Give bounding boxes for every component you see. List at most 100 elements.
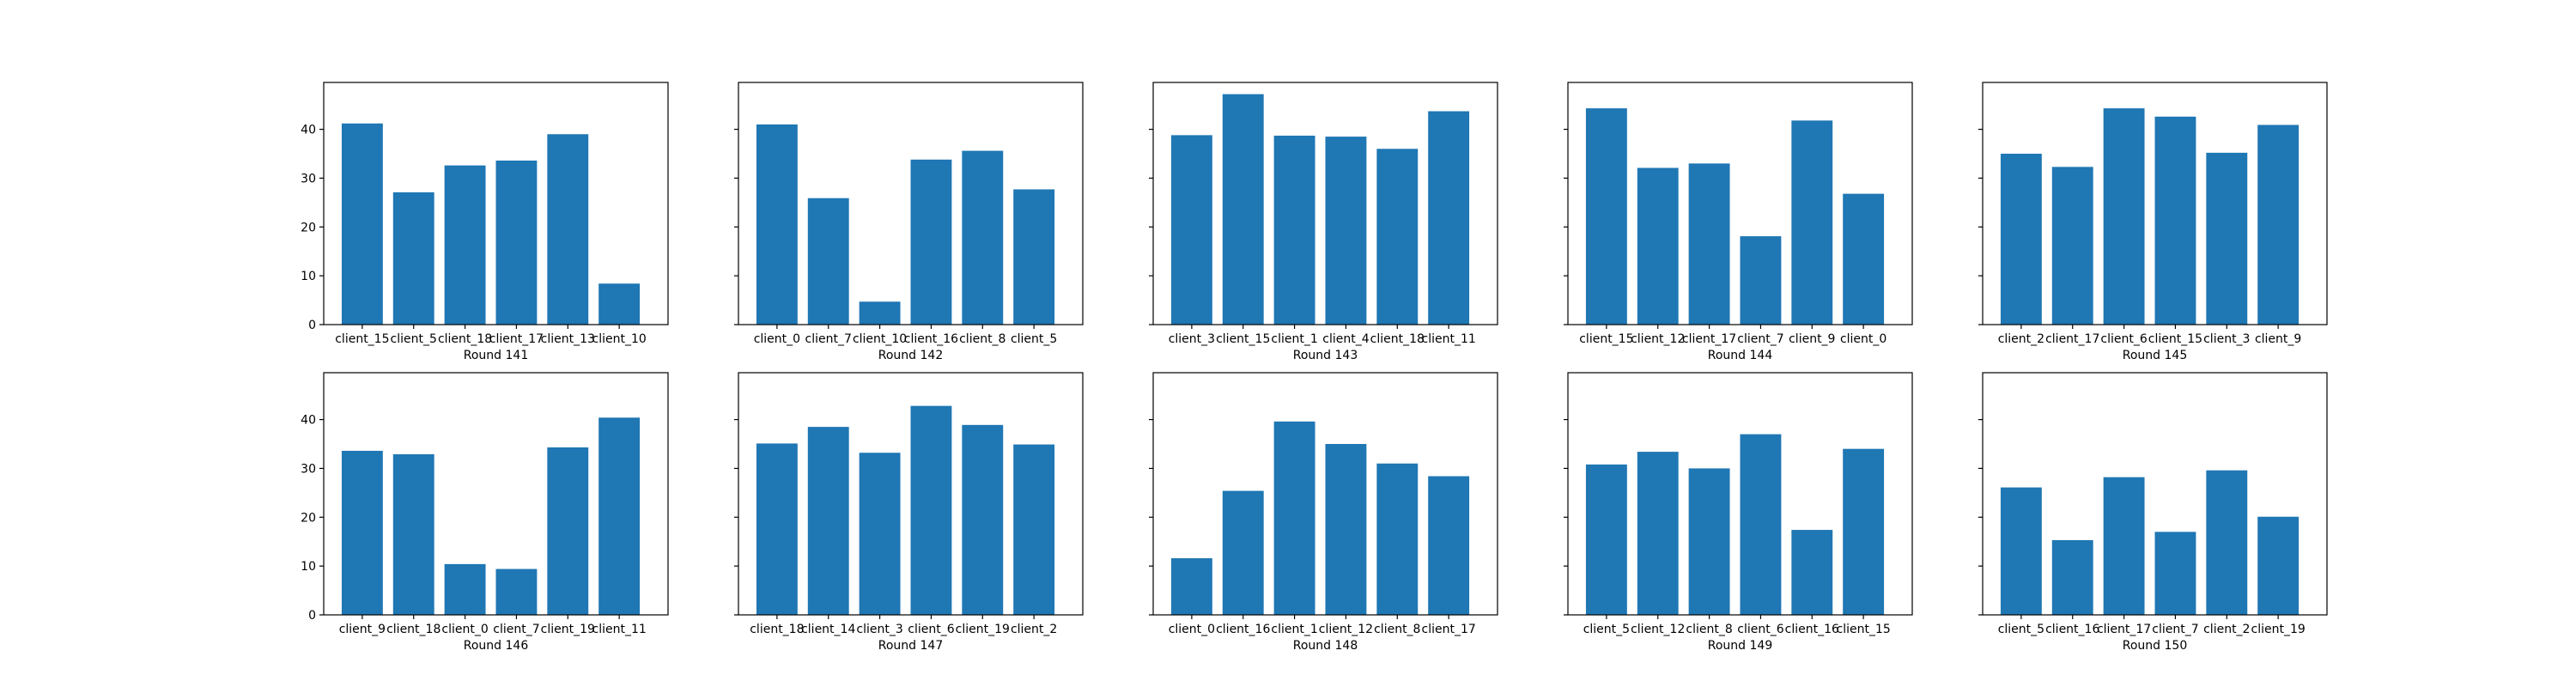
x-tick-label: client_18	[438, 332, 492, 346]
axes-frame	[1982, 82, 2328, 325]
bar	[1637, 452, 1679, 615]
bar	[756, 443, 798, 615]
x-tick-label: client_8	[1686, 623, 1732, 636]
x-tick-label: client_8	[959, 332, 1005, 346]
x-axis-label: Round 141	[464, 349, 528, 362]
x-tick-label: client_5	[1583, 623, 1630, 636]
x-tick-label: client_17	[2097, 623, 2151, 636]
axes-frame	[1567, 82, 1913, 325]
subplot-3: client_3 client_15 client_1 client_4 client_…	[1149, 82, 1498, 362]
x-axis-label: Round 145	[2123, 349, 2187, 362]
y-tick-label: 0	[308, 319, 316, 332]
x-tick-label: client_2	[1998, 332, 2044, 346]
x-tick-label: client_7	[1737, 332, 1783, 346]
x-tick-label: client_12	[1319, 623, 1373, 636]
bar	[1376, 463, 1419, 615]
bar	[1013, 444, 1055, 615]
x-tick-label: client_0	[441, 623, 488, 636]
bar	[756, 124, 798, 325]
x-tick-label: client_10	[592, 332, 647, 346]
bar	[2257, 516, 2300, 615]
x-tick-label: client_0	[754, 332, 800, 346]
x-tick-label: client_8	[1374, 623, 1420, 636]
bar	[1585, 464, 1627, 615]
bar	[1791, 120, 1833, 325]
bar	[859, 453, 901, 615]
x-axis-label: Round 143	[1293, 349, 1358, 362]
bar	[392, 453, 434, 615]
bar	[495, 160, 538, 325]
bar	[1273, 135, 1315, 325]
bar	[1325, 137, 1367, 325]
bar	[2206, 152, 2248, 325]
axes-frame	[1152, 82, 1498, 325]
bar	[2051, 167, 2093, 325]
x-tick-label: client_0	[1169, 623, 1215, 636]
bar	[1585, 108, 1627, 325]
bar	[910, 405, 952, 615]
bar	[1843, 448, 1885, 615]
y-tick-label: 40	[301, 414, 316, 428]
bar	[547, 134, 589, 325]
bar	[2000, 487, 2042, 615]
bar	[962, 424, 1004, 615]
bar	[1222, 490, 1264, 615]
bar	[962, 150, 1004, 325]
axes-frame	[1982, 372, 2328, 616]
x-tick-label: client_9	[1789, 332, 1835, 346]
bar	[341, 123, 383, 325]
x-tick-label: client_16	[1216, 623, 1270, 636]
axes-frame	[323, 372, 669, 616]
subplot-6: 0 10 20 30 40 client_9 client_18 client_0 client…	[301, 372, 669, 653]
y-tick-label: 30	[301, 462, 316, 476]
axes-frame	[738, 82, 1084, 325]
bar	[807, 427, 849, 615]
x-tick-label: client_15	[1837, 623, 1891, 636]
x-tick-label: client_14	[801, 623, 855, 636]
axes-frame	[323, 82, 669, 325]
x-tick-label: client_18	[1370, 332, 1425, 346]
subplot-5: client_2 client_17 client_6 client_15 client…	[1978, 82, 2328, 362]
x-tick-label: client_6	[908, 623, 954, 636]
bar	[1688, 163, 1730, 325]
bar	[859, 301, 901, 325]
x-tick-label: client_0	[1840, 332, 1886, 346]
bar	[1791, 530, 1833, 615]
x-tick-label: client_5	[1998, 623, 2044, 636]
bar	[2103, 477, 2145, 615]
bar	[1843, 193, 1885, 325]
x-tick-label: client_4	[1322, 332, 1369, 346]
x-tick-label: client_19	[2251, 623, 2306, 636]
x-tick-label: client_11	[592, 623, 647, 636]
bar	[2206, 470, 2248, 615]
bar	[1637, 167, 1679, 325]
x-tick-label: client_16	[1785, 623, 1839, 636]
y-tick-label: 10	[301, 560, 316, 574]
x-tick-label: client_19	[956, 623, 1010, 636]
bar	[341, 450, 383, 615]
x-tick-label: client_16	[904, 332, 958, 346]
bar	[1222, 94, 1264, 325]
x-tick-label: client_17	[1682, 332, 1736, 346]
bar	[1428, 111, 1470, 325]
bar	[1688, 468, 1730, 615]
y-tick-label: 0	[308, 609, 316, 623]
y-tick-label: 30	[301, 172, 316, 185]
x-axis-label: Round 142	[878, 349, 943, 362]
x-tick-label: client_9	[2255, 332, 2301, 346]
x-tick-label: client_2	[1011, 623, 1057, 636]
x-tick-label: client_19	[541, 623, 595, 636]
bar	[1170, 558, 1212, 615]
x-tick-label: client_15	[1579, 332, 1633, 346]
bar	[547, 447, 589, 615]
bar	[444, 563, 486, 615]
x-tick-label: client_12	[1631, 332, 1685, 346]
axes-frame	[738, 372, 1084, 616]
x-tick-label: client_2	[2203, 623, 2250, 636]
x-tick-label: client_10	[853, 332, 907, 346]
x-tick-label: client_16	[2045, 623, 2099, 636]
